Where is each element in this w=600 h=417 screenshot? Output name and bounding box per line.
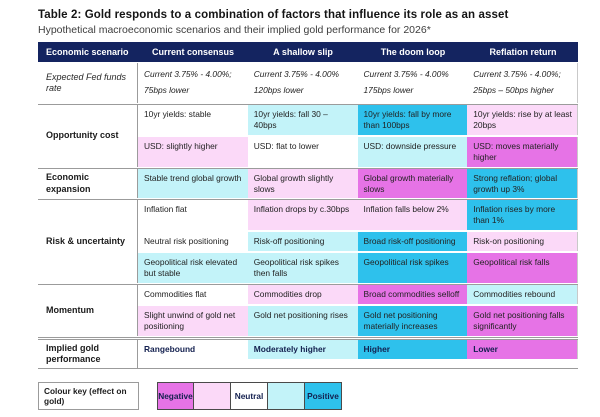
legend-item: Positive [305,382,342,411]
scenario-table: Economic scenario Current consensus A sh… [38,42,578,370]
scenario-cell: Higher [357,339,469,359]
column-header-current-consensus: Current consensus [151,47,235,57]
table-row: Implied gold performance Rangebound Modera… [38,336,578,370]
scenario-cell: Geopolitical risk elevated but stable [138,253,249,284]
scenario-cell: Commodities drop [247,285,359,304]
scenario-cell: Current 3.75% - 4.00% 175bps lower [357,63,469,103]
scenario-cell: Moderately higher [247,339,359,359]
table-body: Expected Fed funds rate Current 3.75% - 4… [38,63,578,370]
scenario-cell: 10yr yields: rise by at least 20bps [467,104,578,135]
legend-items: Negative Neutral Positive [157,382,342,411]
scenario-cell: Current 3.75% - 4.00%; 25bps – 50bps hig… [467,63,578,103]
scenario-cell: Geopolitical risk spikes [357,253,469,284]
row-label: Risk & uncertainty [38,200,138,284]
scenario-cell: Geopolitical risk falls [467,253,578,284]
row-label: Expected Fed funds rate [38,63,138,103]
scenario-cell: Neutral risk positioning [138,232,249,252]
row-label: Economic expansion [38,168,138,199]
scenario-cell: Global growth materially slows [357,168,469,199]
scenario-cell: Current 3.75% - 4.00% 120bps lower [247,63,359,103]
scenario-cell: Commodities rebound [467,285,578,304]
scenario-cell: 10yr yields: fall 30 – 40bps [247,104,359,135]
scenario-cell: Broad risk-off positioning [357,232,469,252]
scenario-cell: Strong reflation; global growth up 3% [467,168,578,199]
scenario-cell: 10yr yields: stable [138,104,249,135]
table-row: Opportunity cost 10yr yields: stable 10yr … [38,103,578,167]
scenario-cell: Risk-off positioning [247,232,359,252]
column-header-doom-loop: The doom loop [380,47,446,57]
scenario-cell: Inflation drops by c.30bps [247,200,359,231]
scenario-cell: USD: moves materially higher [467,136,578,167]
legend-item: Negative [157,382,194,411]
scenario-cell: 10yr yields: fall by more than 100bps [357,104,469,135]
scenario-cell: USD: slightly higher [138,136,249,167]
scenario-cell: Gold net positioning rises [247,306,359,336]
column-header-reflation-return: Reflation return [489,47,557,57]
row-label: Momentum [38,285,138,336]
column-header-shallow-slip: A shallow slip [273,47,333,57]
table-header-row: Economic scenario Current consensus A sh… [38,42,578,62]
legend-label: Colour key (effect on gold) [38,382,139,411]
scenario-cell: Slight unwind of gold net positioning [138,306,249,336]
scenario-cell: Rangebound [138,339,249,359]
scenario-cell: Inflation flat [138,200,249,231]
scenario-cell: Current 3.75% - 4.00%; 75bps lower [138,63,249,103]
row-label: Opportunity cost [38,104,138,167]
scenario-cell: Commodities flat [138,285,249,304]
table-row: Expected Fed funds rate Current 3.75% - 4… [38,63,578,103]
table-row: Risk & uncertainty Inflation flat Inflatio… [38,199,578,284]
scenario-cell: Geopolitical risk spikes then falls [247,253,359,284]
page-subtitle: Hypothetical macroeconomic scenarios and… [38,24,431,36]
scenario-cell: USD: downside pressure [357,136,469,167]
legend-item [268,382,305,411]
legend-item [194,382,231,411]
scenario-cell: Lower [467,339,578,359]
scenario-cell: USD: flat to lower [247,136,359,167]
row-label: Implied gold performance [38,339,138,369]
scenario-cell: Risk-on positioning [467,232,578,252]
scenario-cell: Inflation falls below 2% [357,200,469,231]
color-key-legend: Colour key (effect on gold) Negative Neut… [38,382,579,411]
scenario-cell: Global growth slightly slows [247,168,359,199]
table-row: Economic expansion Stable trend global gr… [38,167,578,199]
page-title: Table 2: Gold responds to a combination … [38,9,509,21]
scenario-cell: Broad commodities selloff [357,285,469,304]
scenario-cell: Gold net positioning materially increase… [357,306,469,336]
scenario-cell: Inflation rises by more than 1% [467,200,578,231]
table-row: Momentum Commodities flat Commodities drop… [38,284,578,336]
scenario-cell: Stable trend global growth [138,168,249,199]
legend-item: Neutral [231,382,268,411]
column-header-economic-scenario: Economic scenario [46,47,129,57]
scenario-cell: Gold net positioning falls significantly [467,306,578,336]
